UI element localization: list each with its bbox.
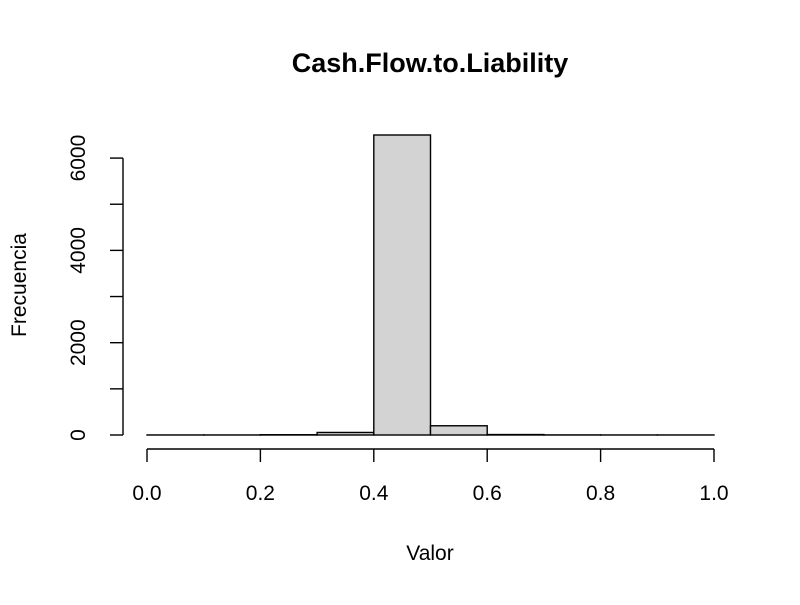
y-axis: 0 2000 4000 6000 [67,135,123,441]
histogram-bar-5 [431,426,488,435]
x-axis: 0.0 0.2 0.4 0.6 0.8 1.0 [132,449,728,505]
chart-title: Cash.Flow.to.Liability [292,48,569,78]
y-tick-label: 4000 [67,227,90,274]
x-tick-label: 0.4 [359,482,389,505]
x-tick-label: 0.6 [473,482,502,505]
x-tick-label: 1.0 [699,482,728,505]
x-tick-label: 0.0 [132,482,161,505]
y-axis-label: Frecuencia [8,233,31,337]
histogram-bar-3 [317,432,374,435]
x-tick-label: 0.2 [246,482,275,505]
x-tick-label: 0.8 [586,482,615,505]
y-tick-label: 6000 [67,135,90,182]
y-tick-label: 0 [67,429,90,441]
histogram-bar-4 [374,135,431,435]
x-axis-label: Valor [406,542,453,565]
y-tick-label: 2000 [67,319,90,366]
bars-group [147,135,714,435]
